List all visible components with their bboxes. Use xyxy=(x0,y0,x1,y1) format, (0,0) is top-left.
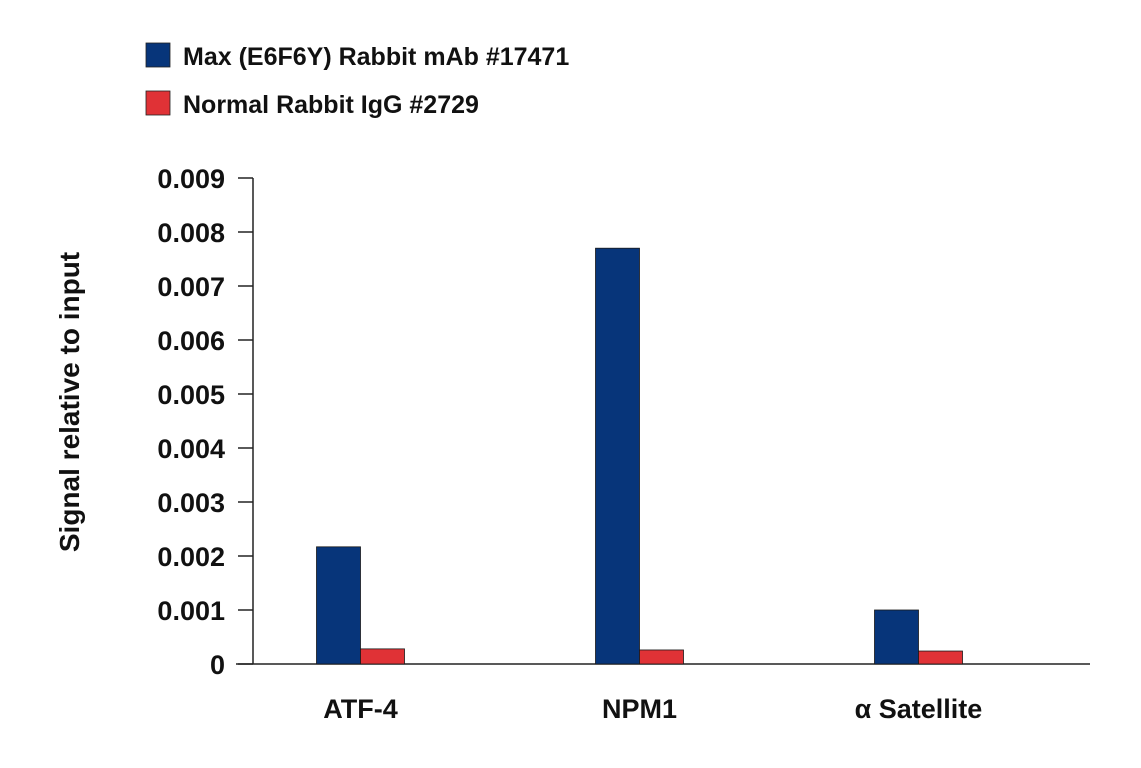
y-tick-label-7: 0.007 xyxy=(157,272,225,302)
legend-label-max: Max (E6F6Y) Rabbit mAb #17471 xyxy=(183,43,569,71)
x-category-label-2: α Satellite xyxy=(855,694,983,724)
y-axis-ticks: 0 0.001 0.002 0.003 0.004 0.005 0.006 0.007 0.00… xyxy=(157,164,253,680)
legend-label-igg: Normal Rabbit IgG #2729 xyxy=(183,91,479,119)
legend-swatch-max xyxy=(145,42,171,68)
legend-swatch-igg xyxy=(145,90,171,116)
bar-atf-4-series-0 xyxy=(316,546,361,665)
bar--satellite-series-1 xyxy=(918,650,963,665)
bar-npm1-series-0 xyxy=(595,247,640,665)
y-tick-label-3: 0.003 xyxy=(157,488,225,518)
bar--satellite-series-0 xyxy=(874,609,919,665)
y-tick-label-9: 0.009 xyxy=(157,164,225,194)
y-tick-label-6: 0.006 xyxy=(157,326,225,356)
bar-atf-4-series-1 xyxy=(360,648,405,665)
legend-item-max: Max (E6F6Y) Rabbit mAb #17471 xyxy=(145,42,569,71)
legend-item-igg: Normal Rabbit IgG #2729 xyxy=(145,90,479,119)
y-tick-label-0: 0 xyxy=(210,650,225,680)
y-tick-label-5: 0.005 xyxy=(157,380,225,410)
bar-npm1-series-1 xyxy=(639,649,684,665)
y-tick-label-1: 0.001 xyxy=(157,596,225,626)
y-tick-label-8: 0.008 xyxy=(157,218,225,248)
x-category-label-0: ATF-4 xyxy=(323,694,398,724)
y-tick-label-2: 0.002 xyxy=(157,542,225,572)
y-axis-title: Signal relative to input xyxy=(54,252,85,552)
y-tick-label-4: 0.004 xyxy=(157,434,225,464)
x-axis-labels: ATF-4 NPM1 α Satellite xyxy=(323,694,982,724)
x-category-label-1: NPM1 xyxy=(602,694,677,724)
legend: Max (E6F6Y) Rabbit mAb #17471 Normal Rab… xyxy=(145,42,569,119)
bars xyxy=(316,247,963,665)
